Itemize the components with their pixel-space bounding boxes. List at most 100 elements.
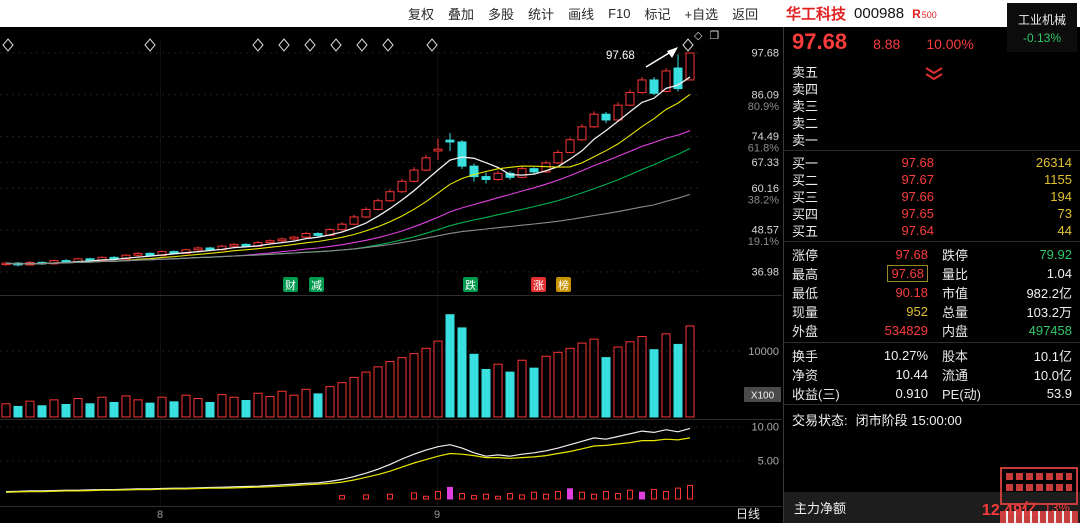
quote-panel: 97.68 8.88 10.00% 卖五卖四 卖三 卖二卖一 买一 97.68 2631… <box>783 27 1080 523</box>
fib-level-lines <box>0 52 698 273</box>
stat-label: 最高 <box>792 267 819 282</box>
stat-row: 净资 10.44 流通 10.0亿 <box>784 365 1080 384</box>
menu-item[interactable]: +自选 <box>684 7 719 22</box>
restore-window-icon[interactable]: ❐ <box>709 30 720 42</box>
price-change: 8.88 <box>873 36 901 52</box>
svg-text:38.2%: 38.2% <box>748 194 779 206</box>
quote-price-row: 97.68 8.88 10.00% <box>792 29 1072 55</box>
level-volume: 44 <box>1057 223 1072 238</box>
svg-text:8: 8 <box>157 509 163 521</box>
volume-bars <box>1 314 695 418</box>
stat-row: 最低 90.18 市值 982.2亿 <box>784 283 1080 302</box>
indicator-lines <box>5 427 691 493</box>
main-flow-bar[interactable]: 主力净额 12.49亿 13% <box>784 492 1080 523</box>
stat-value: 1.04 <box>1046 266 1072 281</box>
buy-row[interactable]: 买五 97.64 44 <box>784 222 1080 239</box>
menu-item[interactable]: 统计 <box>528 7 555 22</box>
sell-row[interactable]: 卖三 <box>784 97 1080 114</box>
industry-name: 工业机械 <box>1017 12 1066 27</box>
svg-text:74.49: 74.49 <box>751 131 779 143</box>
svg-text:48.57: 48.57 <box>751 225 779 237</box>
buy-row[interactable]: 买一 97.68 26314 <box>784 154 1080 171</box>
stat-label: 股本 <box>942 349 969 364</box>
buy-row[interactable]: 买四 97.65 73 <box>784 205 1080 222</box>
menu-item[interactable]: 复权 <box>408 7 435 22</box>
stat-value: 10.27% <box>883 348 928 363</box>
period-label[interactable]: 日线 <box>736 507 760 521</box>
buy-row[interactable]: 买二 97.67 1155 <box>784 171 1080 188</box>
stat-row: 现量 952 总量 103.2万 <box>784 302 1080 321</box>
menu-item[interactable]: 返回 <box>732 7 759 22</box>
level-label: 买一 <box>792 156 819 171</box>
svg-text:60.16: 60.16 <box>751 183 779 195</box>
collapse-chevron-icon[interactable] <box>922 67 946 81</box>
main-flow-pct: 13% <box>1043 500 1070 515</box>
sell-row[interactable]: 卖一 <box>784 131 1080 148</box>
divider <box>784 241 1080 242</box>
price-change-pct: 10.00% <box>926 36 974 52</box>
stat-row: 收益(三) 0.910 PE(动) 53.9 <box>784 384 1080 403</box>
stat-value: 10.0亿 <box>1033 368 1072 383</box>
svg-text:61.8%: 61.8% <box>748 143 779 155</box>
main-flow-label: 主力净额 <box>794 501 847 516</box>
stat-value: 952 <box>906 304 928 319</box>
level-label: 卖一 <box>792 133 819 148</box>
divider <box>784 150 1080 151</box>
menu-bar: 复权 叠加 多股 统计 画线 F10 标记 +自选 返回 <box>408 0 758 27</box>
stat-label: 流通 <box>942 368 969 383</box>
level-label: 买四 <box>792 207 819 222</box>
svg-text:减: 减 <box>311 279 322 292</box>
margin-trading-marker: R <box>912 6 921 21</box>
stat-label: 现量 <box>792 305 819 320</box>
divider <box>784 342 1080 343</box>
stat-value: 0.910 <box>895 386 928 401</box>
level-label: 买五 <box>792 224 819 239</box>
indicator-histogram <box>339 484 693 500</box>
stat-label: PE(动) <box>942 387 982 402</box>
menu-item[interactable]: 多股 <box>488 7 515 22</box>
buy-row[interactable]: 买三 97.66 194 <box>784 188 1080 205</box>
annotation-high-price: 97.68 <box>606 47 678 68</box>
stat-value: 103.2万 <box>1026 305 1072 320</box>
stat-row: 外盘 534829 内盘 497458 <box>784 321 1080 340</box>
svg-text:财: 财 <box>285 278 296 292</box>
level-label: 买三 <box>792 190 819 205</box>
stat-row: 最高 97.68 量比 1.04 <box>784 264 1080 283</box>
stats-block-1: 涨停 97.68 跌停 79.92 最高 97.68 量比 1.04 最低 90.18 市值 982.… <box>784 245 1080 340</box>
index-500-marker: 500 <box>921 9 937 20</box>
stat-label: 市值 <box>942 286 969 301</box>
menu-item[interactable]: 叠加 <box>448 7 475 22</box>
industry-box[interactable]: 工业机械 -0.13% <box>1007 3 1077 52</box>
sell-row[interactable]: 卖四 <box>784 80 1080 97</box>
sell-row[interactable]: 卖二 <box>784 114 1080 131</box>
stat-label: 最低 <box>792 286 819 301</box>
stat-label: 量比 <box>942 267 969 282</box>
ma-lines <box>5 76 691 265</box>
sell-row[interactable]: 卖五 <box>784 63 1080 80</box>
level-label: 卖四 <box>792 82 819 97</box>
event-badges[interactable]: 财减跌涨榜 <box>283 277 571 292</box>
stat-value: 90.18 <box>895 285 928 300</box>
menu-item[interactable]: 画线 <box>568 7 595 22</box>
stat-value: 982.2亿 <box>1026 286 1072 301</box>
stat-value: 534829 <box>884 323 928 338</box>
diamond-icon[interactable]: ◇ <box>694 30 703 42</box>
svg-text:80.9%: 80.9% <box>748 101 779 113</box>
menu-item[interactable]: F10 <box>608 6 631 21</box>
svg-text:10.00: 10.00 <box>751 422 779 434</box>
svg-text:跌: 跌 <box>465 278 476 292</box>
trade-status-label: 交易状态: <box>792 413 848 428</box>
menu-item[interactable]: 标记 <box>644 7 671 22</box>
buy-levels: 买一 97.68 26314 买二 97.67 1155 买三 97.66 194 买四 97.65… <box>784 154 1080 239</box>
svg-text:67.33: 67.33 <box>751 157 779 169</box>
chart-corner-icons: ◇ ❐ <box>694 30 719 42</box>
diamond-markers <box>2 38 694 52</box>
sell-levels: 卖五卖四 卖三 卖二卖一 <box>784 63 1080 148</box>
svg-text:X100: X100 <box>751 391 775 402</box>
industry-change: -0.13% <box>1022 30 1062 45</box>
level-price: 97.65 <box>901 206 934 221</box>
stat-value: 97.68 <box>895 247 928 262</box>
